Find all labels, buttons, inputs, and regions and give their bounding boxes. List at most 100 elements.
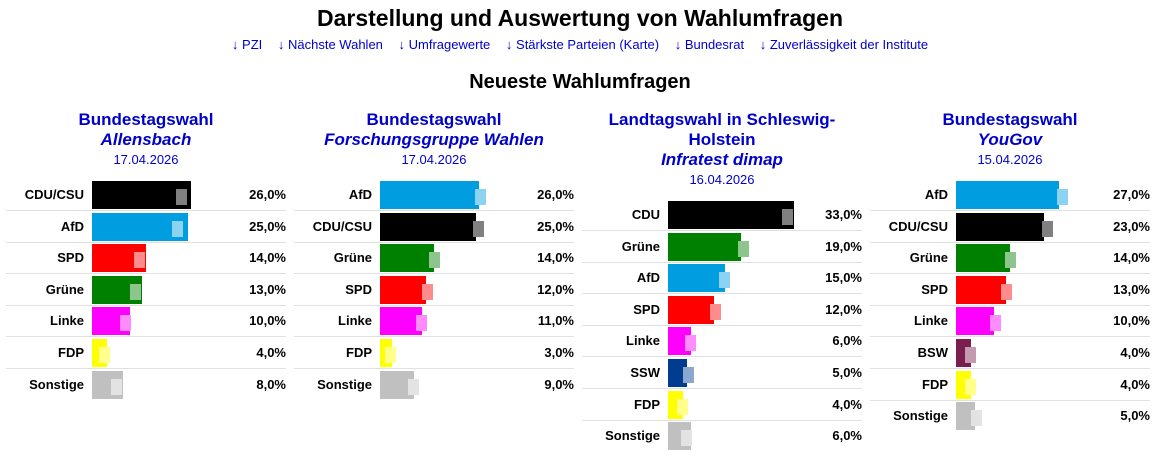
party-label: FDP	[346, 345, 372, 360]
party-label: FDP	[58, 345, 84, 360]
previous-value-marker	[133, 252, 145, 269]
previous-value-marker	[1005, 252, 1017, 269]
previous-value-marker	[129, 283, 141, 300]
party-label: FDP	[922, 376, 948, 392]
party-value: 19,0%	[825, 238, 862, 254]
party-value: 27,0%	[1113, 187, 1150, 202]
party-bar	[380, 212, 476, 241]
poll-date: 17.04.2026	[113, 152, 179, 167]
nav-link-zuverlaessigkeit[interactable]: ↓ Zuverlässigkeit der Institute	[759, 37, 929, 52]
party-value: 4,0%	[1120, 345, 1150, 360]
party-row: Sonstige 6,0%	[582, 420, 862, 451]
party-bar	[380, 275, 426, 304]
party-row: Linke 10,0%	[870, 305, 1150, 338]
previous-value-marker	[782, 209, 794, 225]
party-value: 25,0%	[537, 218, 574, 234]
party-row: SPD 14,0%	[6, 242, 286, 275]
party-value: 4,0%	[256, 345, 286, 360]
party-row: Grüne 14,0%	[870, 242, 1150, 275]
previous-value-marker	[473, 220, 485, 237]
party-label: CDU/CSU	[312, 218, 372, 234]
jump-navigation: ↓ PZI ↓ Nächste Wahlen ↓ Umfragewerte ↓ …	[0, 36, 1160, 54]
party-row: FDP 4,0%	[6, 337, 286, 369]
previous-value-marker	[965, 378, 977, 395]
previous-value-marker	[415, 315, 427, 332]
party-label: SSW	[630, 365, 660, 380]
party-value: 10,0%	[249, 313, 286, 329]
party-value: 6,0%	[832, 428, 862, 444]
institute-name: Allensbach	[100, 130, 192, 149]
nav-link-staerkste-parteien[interactable]: ↓ Stärkste Parteien (Karte)	[505, 37, 660, 52]
poll-header: Bundestagswahl Allensbach 17.04.2026	[6, 110, 286, 168]
party-label: AfD	[924, 187, 948, 202]
party-value: 13,0%	[249, 281, 286, 297]
party-label: Sonstige	[29, 376, 84, 392]
nav-link-naechste-wahlen[interactable]: ↓ Nächste Wahlen	[277, 37, 383, 52]
party-label: BSW	[917, 345, 948, 360]
party-value: 14,0%	[1113, 250, 1150, 266]
party-label: CDU/CSU	[888, 218, 948, 234]
party-bar	[380, 307, 422, 336]
previous-value-marker	[385, 347, 397, 363]
party-value: 3,0%	[544, 345, 574, 360]
election-title: Bundestagswahl	[78, 110, 214, 129]
previous-value-marker	[684, 335, 696, 352]
party-bar	[956, 275, 1006, 304]
previous-value-marker	[677, 398, 689, 415]
party-bar	[956, 402, 976, 431]
institute-name: YouGov	[977, 130, 1043, 149]
party-label: Linke	[626, 333, 660, 349]
party-row: CDU 33,0%	[582, 199, 862, 231]
previous-value-marker	[680, 430, 692, 447]
party-row: Sonstige 8,0%	[6, 369, 286, 400]
party-row: Grüne 14,0%	[294, 242, 574, 275]
party-label: CDU	[631, 207, 660, 222]
previous-value-marker	[408, 378, 420, 395]
party-value: 12,0%	[537, 281, 574, 297]
poll-panel: Bundestagswahl Allensbach 17.04.2026 CDU/CS…	[6, 110, 286, 399]
party-row: SSW 5,0%	[582, 357, 862, 389]
party-bar	[956, 181, 1060, 209]
nav-link-pzi[interactable]: ↓ PZI	[231, 37, 263, 52]
party-value: 6,0%	[832, 333, 862, 349]
party-label: Sonstige	[893, 408, 948, 424]
poll-panel: Bundestagswahl YouGov 15.04.2026 AfD 27,0% CD…	[870, 110, 1150, 431]
party-row: FDP 4,0%	[870, 369, 1150, 401]
party-value: 10,0%	[1113, 313, 1150, 329]
party-row: Linke 11,0%	[294, 305, 574, 338]
party-value: 23,0%	[1113, 218, 1150, 234]
party-row: BSW 4,0%	[870, 337, 1150, 369]
page-title: Darstellung und Auswertung von Wahlumfra…	[316, 5, 844, 31]
party-bar	[668, 232, 741, 261]
party-bar	[956, 307, 995, 336]
election-title: Landtagswahl in Schleswig-	[608, 110, 836, 129]
party-value: 5,0%	[832, 365, 862, 380]
poll-panel: Bundestagswahl Forschungsgruppe Wahlen 17.…	[294, 110, 574, 399]
institute-name: Infratest dimap	[661, 150, 783, 169]
party-label: SPD	[57, 250, 84, 266]
party-row: Linke 6,0%	[582, 325, 862, 358]
party-row: SPD 12,0%	[582, 294, 862, 326]
previous-value-marker	[965, 347, 977, 363]
previous-value-marker	[1056, 189, 1068, 205]
party-bar	[956, 244, 1010, 273]
nav-link-bundesrat[interactable]: ↓ Bundesrat	[674, 37, 745, 52]
party-label: AfD	[636, 270, 660, 286]
party-bar	[92, 181, 192, 209]
party-row: CDU/CSU 25,0%	[294, 211, 574, 243]
party-bar	[92, 212, 188, 241]
party-label: AfD	[60, 218, 84, 234]
party-value: 8,0%	[256, 376, 286, 392]
party-value: 26,0%	[537, 187, 574, 202]
party-row: SPD 13,0%	[870, 274, 1150, 306]
party-row: AfD 15,0%	[582, 262, 862, 295]
previous-value-marker	[99, 347, 111, 363]
poll-header: Bundestagswahl YouGov 15.04.2026	[870, 110, 1150, 168]
party-row: Grüne 19,0%	[582, 231, 862, 263]
previous-value-marker	[421, 283, 433, 300]
party-row: CDU/CSU 26,0%	[6, 179, 286, 211]
party-row: AfD 27,0%	[870, 179, 1150, 211]
party-label: AfD	[348, 187, 372, 202]
nav-link-umfragewerte[interactable]: ↓ Umfragewerte	[398, 37, 491, 52]
party-value: 12,0%	[825, 301, 862, 317]
